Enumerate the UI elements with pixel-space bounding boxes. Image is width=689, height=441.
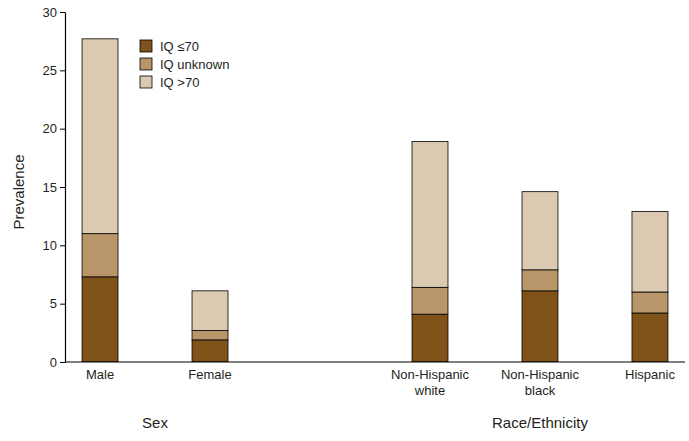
y-tick-label: 30 [43, 5, 57, 20]
y-tick: 15 [43, 180, 65, 195]
x-axis-line [65, 361, 685, 362]
x-tick-label: Non-Hispanicwhite [391, 367, 470, 398]
y-tick: 5 [50, 296, 65, 311]
bar-segment [632, 212, 668, 293]
bar-segment [412, 287, 448, 314]
y-tick-mark [60, 304, 65, 305]
y-axis: 0 5 10 15 20 25 30 [43, 5, 66, 370]
y-axis-line [65, 13, 66, 363]
bar-segment [632, 292, 668, 313]
bar-segment [192, 331, 228, 340]
legend: IQ ≤70 IQ unknown IQ >70 [140, 39, 229, 90]
bar-segment [82, 277, 118, 362]
y-tick-label: 25 [43, 63, 57, 78]
y-tick-label: 5 [50, 296, 57, 311]
legend-swatch [140, 76, 152, 88]
legend-swatch [140, 40, 152, 52]
legend-label: IQ unknown [160, 57, 229, 72]
legend-label: IQ >70 [160, 75, 199, 90]
y-tick-mark [60, 362, 65, 363]
bar-segment [412, 142, 448, 288]
y-tick-mark [60, 70, 65, 71]
x-tick: Hispanic [625, 367, 675, 382]
y-axis-title: Prevalence [10, 154, 27, 229]
group-label: Race/Ethnicity [492, 414, 588, 431]
y-tick-mark [60, 187, 65, 188]
y-tick-mark [60, 129, 65, 130]
y-tick: 20 [43, 121, 65, 136]
bar-segment [192, 340, 228, 362]
x-tick: Female [188, 367, 231, 382]
bar-segment [192, 291, 228, 331]
y-tick-mark [60, 245, 65, 246]
bar-segment [412, 314, 448, 362]
y-tick-mark [60, 12, 65, 13]
bar-segment [82, 234, 118, 277]
bar-segment [632, 313, 668, 362]
bar-segment [522, 270, 558, 291]
y-tick-label: 10 [43, 238, 57, 253]
y-tick-label: 20 [43, 121, 57, 136]
x-tick-label: Non-Hispanicblack [501, 367, 580, 398]
chart: 0 5 10 15 20 25 30 Male Female Non-Hispanicwhite N… [0, 0, 689, 441]
y-tick: 10 [43, 238, 65, 253]
bar-segment [522, 192, 558, 270]
x-tick-label: Male [86, 367, 114, 382]
x-tick: Non-Hispanicwhite [391, 367, 470, 398]
y-tick: 0 [50, 355, 65, 370]
y-tick: 25 [43, 63, 65, 78]
y-tick: 30 [43, 5, 65, 20]
x-tick: Non-Hispanicblack [501, 367, 580, 398]
x-axis: Male Female Non-Hispanicwhite Non-Hispanicb… [65, 362, 685, 398]
group-label: Sex [142, 414, 168, 431]
bar-segment [522, 291, 558, 362]
y-tick-label: 0 [50, 355, 57, 370]
bars [82, 39, 668, 362]
x-tick: Male [86, 367, 114, 382]
x-tick-label: Female [188, 367, 231, 382]
legend-label: IQ ≤70 [160, 39, 199, 54]
legend-swatch [140, 58, 152, 70]
y-tick-label: 15 [43, 180, 57, 195]
bar-segment [82, 39, 118, 234]
x-tick-label: Hispanic [625, 367, 675, 382]
